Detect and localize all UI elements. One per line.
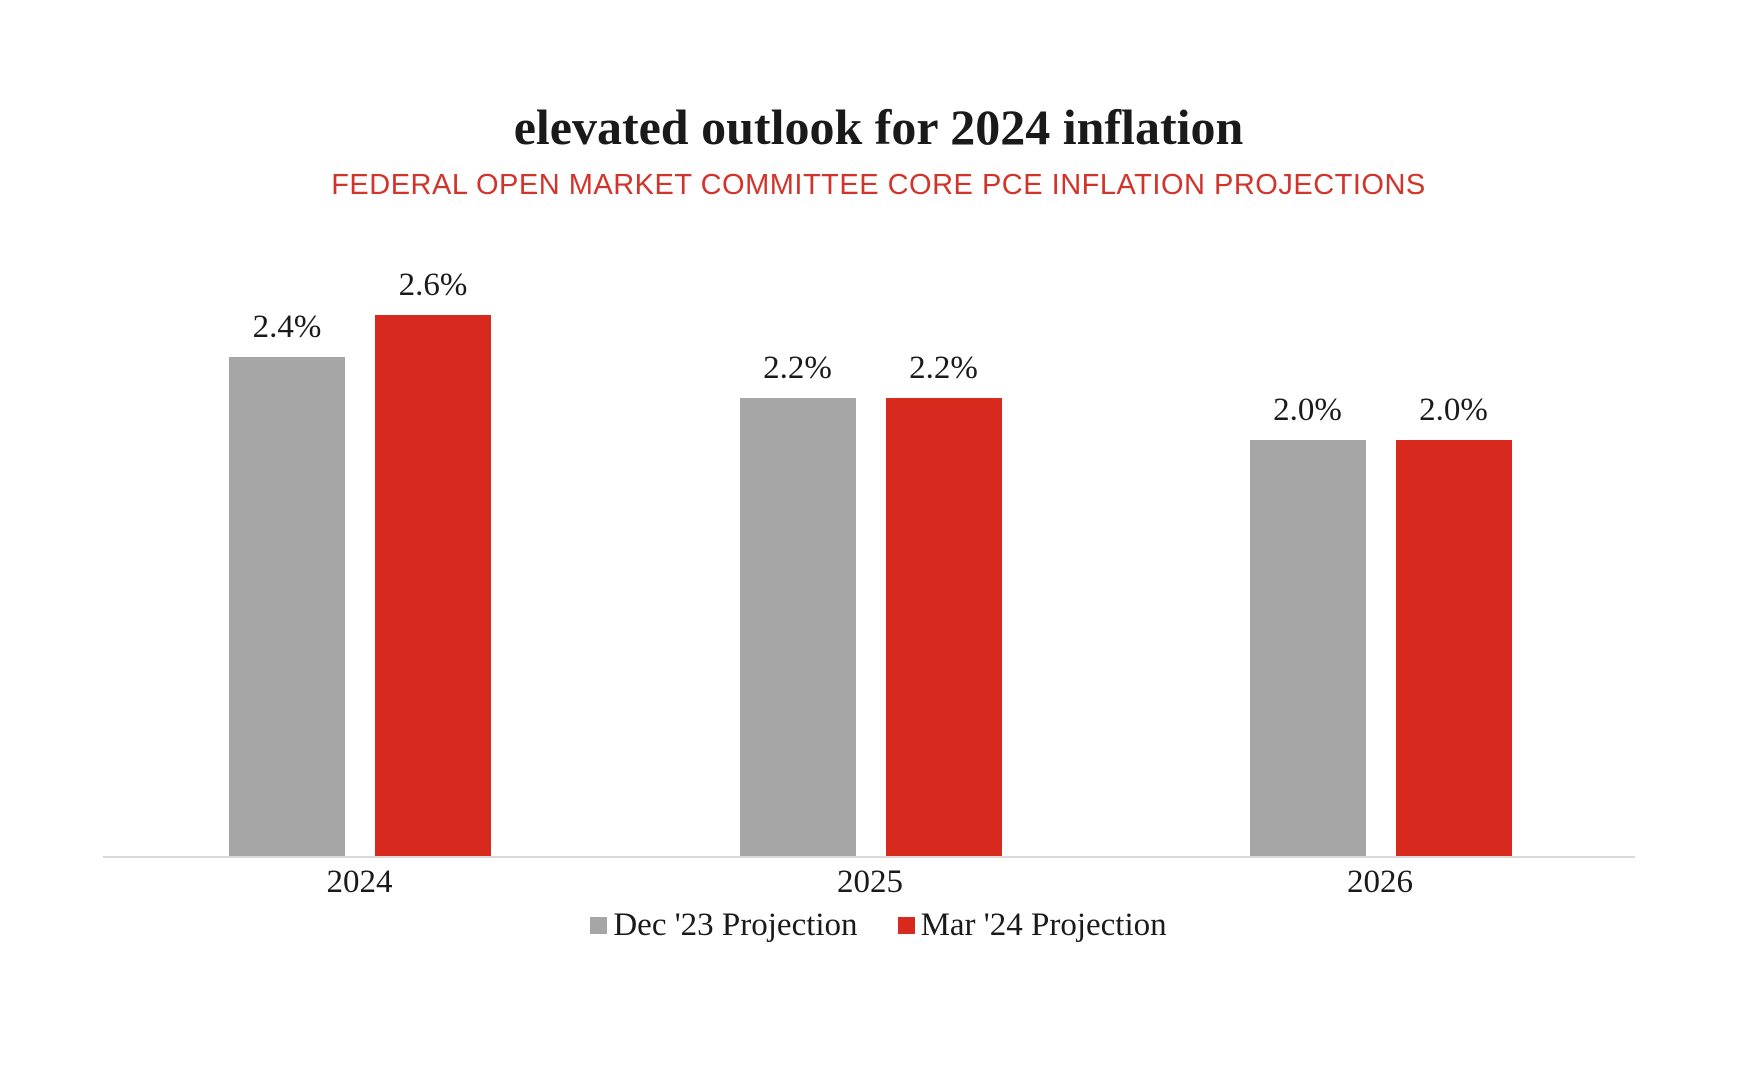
value-label-mar-24-projection-2025: 2.2% <box>909 350 978 386</box>
legend-swatch-icon <box>897 917 915 934</box>
x-axis-label-2025: 2025 <box>837 864 903 900</box>
chart-subtitle: FEDERAL OPEN MARKET COMMITTEE CORE PCE I… <box>331 169 1426 201</box>
bar-mar-24-projection-2024 <box>375 315 491 856</box>
bar-dec-23-projection-2026 <box>1249 440 1366 856</box>
value-label-dec-23-projection-2025: 2.2% <box>763 350 832 386</box>
x-axis-line <box>103 856 1635 858</box>
chart-legend: Dec '23 Projection Mar '24 Projection <box>0 908 1757 942</box>
bar-mar-24-projection-2025 <box>885 398 1002 856</box>
legend-item-dec-23-projection: Dec '23 Projection <box>590 907 858 943</box>
bar-mar-24-projection-2026 <box>1395 440 1512 856</box>
legend-item-mar-24-projection: Mar '24 Projection <box>897 907 1167 943</box>
value-label-dec-23-projection-2024: 2.4% <box>252 309 322 345</box>
x-axis-label-2026: 2026 <box>1347 864 1413 900</box>
x-axis-label-2024: 2024 <box>326 864 393 900</box>
chart-title: elevated outlook for 2024 inflation <box>513 99 1244 155</box>
legend-label: Dec '23 Projection <box>613 907 858 943</box>
bar-dec-23-projection-2024 <box>229 357 345 856</box>
legend-label: Mar '24 Projection <box>920 907 1167 943</box>
value-label-mar-24-projection-2024: 2.6% <box>398 267 468 303</box>
value-label-dec-23-projection-2026: 2.0% <box>1273 392 1342 428</box>
bar-dec-23-projection-2025 <box>739 398 856 856</box>
legend-swatch-icon <box>590 917 608 934</box>
value-label-mar-24-projection-2026: 2.0% <box>1419 392 1488 428</box>
